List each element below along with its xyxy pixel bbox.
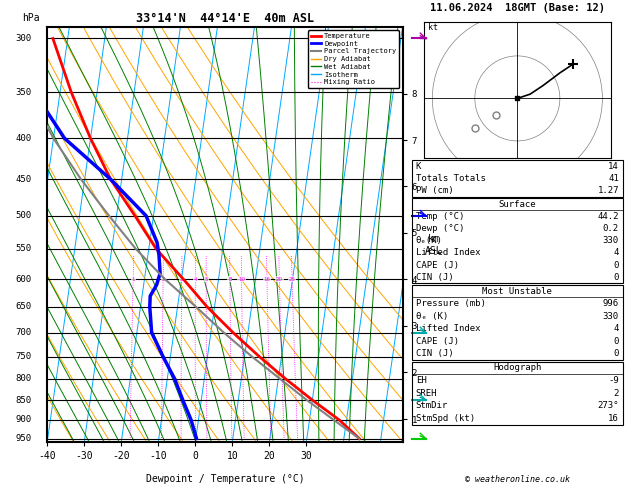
Text: 0: 0 — [613, 260, 619, 270]
Text: kt: kt — [428, 23, 438, 33]
Text: K: K — [416, 162, 421, 171]
Text: 330: 330 — [603, 236, 619, 245]
Text: CAPE (J): CAPE (J) — [416, 337, 459, 346]
Text: 650: 650 — [15, 302, 31, 312]
Text: -9: -9 — [608, 376, 619, 385]
Text: 4: 4 — [613, 248, 619, 258]
Text: 0.2: 0.2 — [603, 224, 619, 233]
Text: Totals Totals: Totals Totals — [416, 174, 486, 183]
Text: 16: 16 — [608, 414, 619, 423]
Y-axis label: km
ASL: km ASL — [425, 235, 442, 256]
Text: 14: 14 — [608, 162, 619, 171]
Text: 10: 10 — [238, 277, 245, 281]
Text: hPa: hPa — [22, 13, 40, 22]
Text: 273°: 273° — [598, 401, 619, 410]
Text: 950: 950 — [15, 434, 31, 443]
Text: 25: 25 — [289, 277, 296, 281]
Text: 450: 450 — [15, 175, 31, 184]
Text: 800: 800 — [15, 375, 31, 383]
Text: 300: 300 — [15, 34, 31, 43]
Text: 8: 8 — [228, 277, 231, 281]
Text: StmSpd (kt): StmSpd (kt) — [416, 414, 475, 423]
Text: 44.2: 44.2 — [598, 212, 619, 221]
Text: 850: 850 — [15, 396, 31, 404]
Legend: Temperature, Dewpoint, Parcel Trajectory, Dry Adiabat, Wet Adiabat, Isotherm, Mi: Temperature, Dewpoint, Parcel Trajectory… — [308, 30, 399, 88]
Text: 3: 3 — [180, 277, 184, 281]
Text: θₑ(K): θₑ(K) — [416, 236, 443, 245]
Text: 996: 996 — [603, 299, 619, 308]
Text: PW (cm): PW (cm) — [416, 186, 454, 195]
Text: 350: 350 — [15, 87, 31, 97]
Text: CIN (J): CIN (J) — [416, 349, 454, 358]
Text: 5: 5 — [204, 277, 208, 281]
Text: CIN (J): CIN (J) — [416, 273, 454, 282]
Text: EH: EH — [416, 376, 426, 385]
Text: 4: 4 — [194, 277, 197, 281]
Text: Hodograph: Hodograph — [493, 364, 542, 372]
Text: CAPE (J): CAPE (J) — [416, 260, 459, 270]
Text: Most Unstable: Most Unstable — [482, 287, 552, 295]
Text: 20: 20 — [276, 277, 283, 281]
Text: Dewp (°C): Dewp (°C) — [416, 224, 464, 233]
Text: 330: 330 — [603, 312, 619, 321]
Text: 33°14'N  44°14'E  40m ASL: 33°14'N 44°14'E 40m ASL — [136, 12, 314, 25]
Text: Surface: Surface — [499, 200, 536, 209]
Text: 600: 600 — [15, 275, 31, 284]
Text: 41: 41 — [608, 174, 619, 183]
Text: 500: 500 — [15, 211, 31, 220]
Text: StmDir: StmDir — [416, 401, 448, 410]
Text: 400: 400 — [15, 134, 31, 143]
Text: 700: 700 — [15, 328, 31, 337]
Text: 4: 4 — [613, 324, 619, 333]
Text: 16: 16 — [264, 277, 270, 281]
Text: Dewpoint / Temperature (°C): Dewpoint / Temperature (°C) — [145, 473, 304, 484]
Text: 2: 2 — [613, 389, 619, 398]
Text: 550: 550 — [15, 244, 31, 253]
Text: 1.27: 1.27 — [598, 186, 619, 195]
Text: 750: 750 — [15, 352, 31, 361]
Text: 2: 2 — [162, 277, 165, 281]
Text: Temp (°C): Temp (°C) — [416, 212, 464, 221]
Text: 0: 0 — [613, 337, 619, 346]
Text: 1: 1 — [131, 277, 135, 281]
Text: SREH: SREH — [416, 389, 437, 398]
Text: θₑ (K): θₑ (K) — [416, 312, 448, 321]
Text: Lifted Index: Lifted Index — [416, 248, 481, 258]
Text: 11.06.2024  18GMT (Base: 12): 11.06.2024 18GMT (Base: 12) — [430, 3, 605, 14]
Text: 0: 0 — [613, 273, 619, 282]
Text: © weatheronline.co.uk: © weatheronline.co.uk — [465, 474, 570, 484]
Text: Pressure (mb): Pressure (mb) — [416, 299, 486, 308]
Text: Lifted Index: Lifted Index — [416, 324, 481, 333]
Text: 900: 900 — [15, 416, 31, 424]
Text: 0: 0 — [613, 349, 619, 358]
